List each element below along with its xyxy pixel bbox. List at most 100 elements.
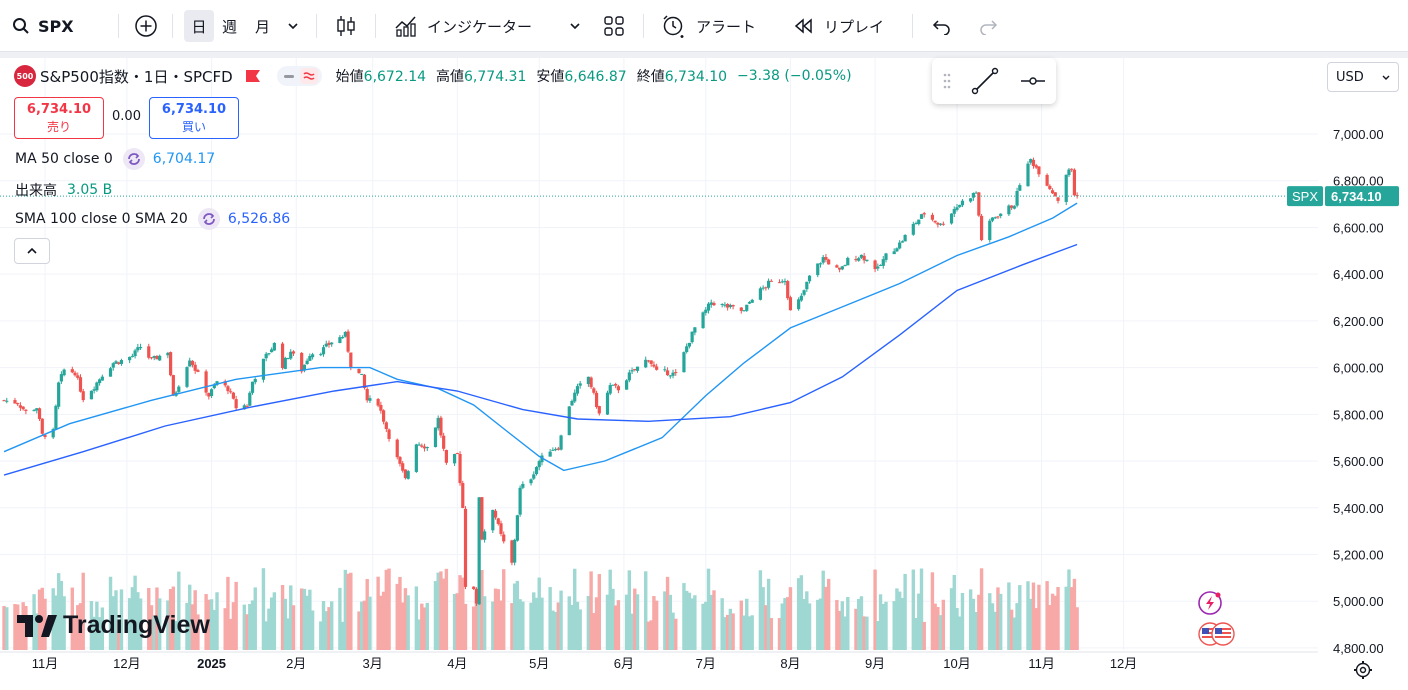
candle-body bbox=[2, 400, 6, 402]
volume-bar bbox=[876, 621, 880, 650]
candle-body bbox=[821, 257, 825, 263]
toolbar-divider bbox=[118, 14, 119, 38]
interval-month-label: 月 bbox=[255, 17, 271, 36]
candle-body bbox=[149, 357, 154, 359]
candle-body bbox=[1072, 169, 1077, 196]
indicators-dropdown-button[interactable] bbox=[568, 10, 582, 42]
compare-symbol-button[interactable] bbox=[134, 10, 158, 42]
candle-body bbox=[368, 398, 372, 401]
candle-body bbox=[1015, 191, 1019, 206]
volume-bar bbox=[114, 590, 118, 650]
legend-title[interactable]: S&P500指数・1日・SPCFD bbox=[40, 67, 233, 86]
currency-dropdown[interactable]: USD bbox=[1327, 62, 1399, 92]
toolbar-divider bbox=[643, 14, 644, 38]
drag-handle-icon[interactable] bbox=[942, 71, 952, 91]
candle-body bbox=[996, 216, 1000, 218]
candle-body bbox=[990, 217, 995, 221]
ohlc-high-label: 高値 bbox=[436, 69, 465, 85]
buy-label: 買い bbox=[181, 120, 206, 134]
price-axis[interactable]: 7,000.00 6,800.00 6,600.00 6,400.00 6,200.00… bbox=[1333, 127, 1384, 656]
candle-body bbox=[272, 342, 276, 351]
time-axis[interactable]: 11月 12月 2025 2月 3月 4月 5月 6月 7月 8月 9月 10月 11月 12月 bbox=[32, 656, 1138, 671]
volume-bar bbox=[567, 596, 571, 650]
volume-bar bbox=[537, 577, 541, 650]
redo-button[interactable] bbox=[978, 10, 1000, 42]
time-tick-label: 8月 bbox=[780, 656, 800, 671]
volume-bar bbox=[878, 594, 883, 650]
interval-month-button[interactable]: 月 bbox=[255, 10, 275, 42]
volume-bar bbox=[586, 595, 591, 650]
candle-body bbox=[267, 353, 271, 355]
spread-value: 0.00 bbox=[112, 109, 141, 124]
horizontal-ray-icon[interactable] bbox=[1018, 66, 1048, 96]
sma100-legend[interactable]: SMA 100 close 0 SMA 20 6,526.86 bbox=[15, 208, 290, 230]
volume-bar bbox=[1037, 584, 1041, 650]
volume-bar bbox=[532, 592, 536, 650]
sell-button[interactable]: 6,734.10 売り bbox=[14, 97, 104, 139]
candle-body bbox=[493, 510, 498, 518]
candlesticks bbox=[2, 157, 1079, 606]
price-tick-label: 7,000.00 bbox=[1333, 127, 1384, 142]
candle-body bbox=[62, 369, 66, 376]
candle-body bbox=[119, 359, 124, 365]
price-tick-label: 4,800.00 bbox=[1333, 641, 1384, 656]
indicators-button[interactable]: インジケーター bbox=[394, 10, 532, 42]
trend-line-icon[interactable] bbox=[970, 66, 1000, 96]
volume-bar bbox=[338, 587, 342, 650]
refresh-icon[interactable] bbox=[197, 208, 220, 230]
candle-body bbox=[949, 213, 954, 224]
volume-bar bbox=[529, 602, 533, 650]
interval-day-button[interactable]: 日 bbox=[184, 10, 214, 42]
volume-bar bbox=[168, 588, 173, 650]
candle-body bbox=[693, 327, 697, 333]
candle-body bbox=[515, 515, 519, 541]
candle-body bbox=[704, 309, 708, 313]
candle-body bbox=[444, 449, 448, 463]
alert-button[interactable]: アラート bbox=[661, 10, 756, 42]
flag-icon[interactable] bbox=[245, 69, 261, 83]
volume-bar bbox=[551, 610, 555, 650]
volume-bar bbox=[324, 611, 328, 650]
price-tick-label: 6,000.00 bbox=[1333, 361, 1384, 376]
candle-body bbox=[130, 355, 134, 357]
interval-week-button[interactable]: 週 bbox=[222, 10, 242, 42]
volume-legend[interactable]: 出来高 3.05 B bbox=[15, 180, 112, 200]
chart-type-button[interactable] bbox=[335, 10, 357, 42]
visibility-toggle[interactable] bbox=[276, 66, 322, 86]
buy-button[interactable]: 6,734.10 買い bbox=[149, 97, 239, 139]
ma50-legend[interactable]: MA 50 close 0 6,704.17 bbox=[15, 148, 215, 170]
candle-body bbox=[420, 445, 424, 447]
symbol-name: SPX bbox=[38, 16, 74, 36]
price-chart[interactable]: 7,000.00 6,800.00 6,600.00 6,400.00 6,200.00… bbox=[0, 58, 1408, 690]
price-tag-value-bg bbox=[1325, 186, 1399, 207]
volume-bar bbox=[1034, 608, 1038, 650]
undo-button[interactable] bbox=[930, 10, 952, 42]
ma50-value: 6,704.17 bbox=[152, 151, 216, 167]
candle-body bbox=[960, 200, 965, 206]
volume-bar bbox=[611, 588, 615, 650]
volume-bar bbox=[226, 576, 230, 650]
volume-bar bbox=[32, 594, 36, 650]
volume-bar bbox=[196, 614, 200, 650]
symbol-search-button[interactable]: SPX bbox=[12, 10, 74, 42]
candle-body bbox=[933, 220, 937, 223]
candle-body bbox=[270, 349, 274, 353]
candle-body bbox=[665, 370, 670, 376]
tradingview-logo[interactable]: TradingView bbox=[17, 611, 210, 640]
volume-bar bbox=[914, 617, 918, 650]
candle-body bbox=[245, 405, 249, 407]
layout-templates-button[interactable] bbox=[603, 10, 625, 42]
refresh-icon[interactable] bbox=[122, 148, 145, 170]
interval-dropdown-button[interactable] bbox=[286, 10, 300, 42]
replay-button[interactable]: リプレイ bbox=[792, 10, 884, 42]
ideas-icon[interactable] bbox=[1198, 591, 1222, 615]
volume-bar bbox=[100, 607, 105, 650]
candle-body bbox=[18, 405, 23, 408]
candle-body bbox=[592, 388, 596, 393]
volume-bar bbox=[556, 602, 561, 650]
candle-body bbox=[635, 366, 640, 371]
volume-bar bbox=[95, 601, 99, 650]
collapse-legend-button[interactable] bbox=[14, 238, 50, 264]
volume-bar bbox=[548, 587, 552, 650]
settings-icon[interactable] bbox=[1354, 661, 1372, 679]
